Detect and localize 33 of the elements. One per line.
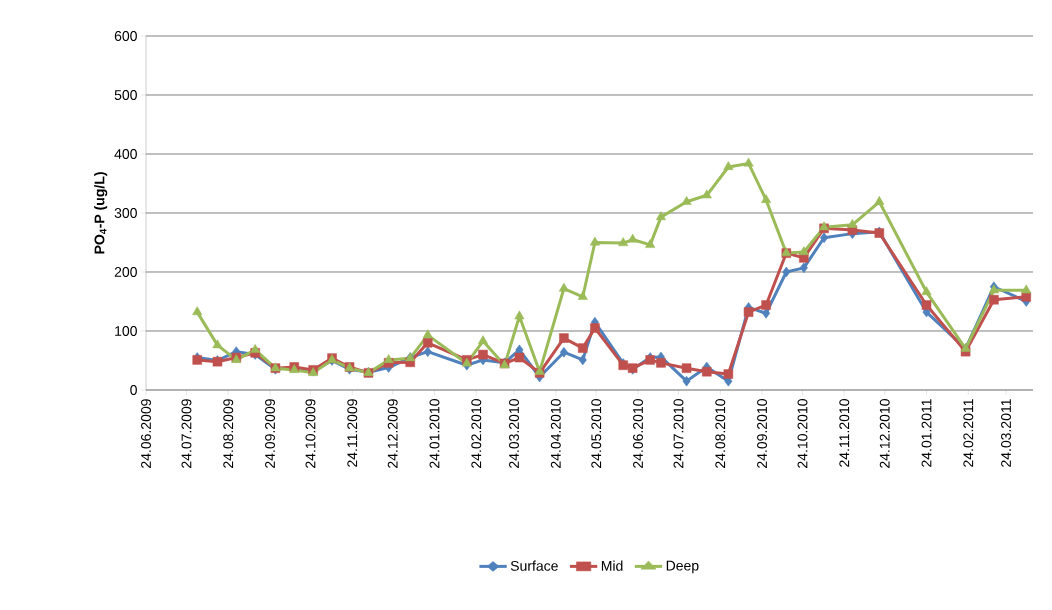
x-tick-label: 24.04.2010 bbox=[550, 399, 561, 468]
x-tick-label: 24.07.2010 bbox=[673, 399, 684, 468]
x-tick-label: 24.10.2010 bbox=[797, 399, 808, 468]
x-tick-label: 24.10.2009 bbox=[305, 399, 316, 468]
x-tick-label: 24.07.2009 bbox=[181, 399, 192, 468]
y-tick-label: 500 bbox=[114, 90, 137, 100]
y-tick-label: 300 bbox=[114, 208, 137, 218]
y-tick-label: 400 bbox=[114, 149, 137, 159]
x-tick-label: 24.11.2010 bbox=[839, 399, 850, 467]
legend-label: Mid bbox=[601, 560, 623, 571]
x-tick-label: 24.05.2010 bbox=[591, 399, 602, 468]
x-tick-label: 24.03.2010 bbox=[509, 399, 519, 468]
x-tick-label: 24.08.2009 bbox=[223, 399, 234, 468]
x-tick-label: 24.12.2010 bbox=[879, 399, 890, 468]
x-tick-label: 24.08.2010 bbox=[715, 399, 726, 468]
x-tick-label: 24.01.2010 bbox=[429, 399, 440, 468]
x-tick-label: 24.01.2011 bbox=[921, 399, 932, 467]
x-tick-label: 24.02.2011 bbox=[963, 399, 974, 467]
legend-label: Deep bbox=[666, 560, 699, 574]
x-tick-label: 24.12.2009 bbox=[387, 399, 398, 468]
x-tick-label: 24.06.2009 bbox=[141, 399, 151, 468]
x-tick-label: 24.11.2009 bbox=[347, 399, 358, 467]
y-axis-title: PO$_{4}$-P (ug/L) bbox=[94, 172, 108, 254]
y-tick-label: 100 bbox=[115, 326, 137, 336]
x-tick-label: 24.09.2010 bbox=[757, 399, 768, 468]
y-tick-label: 0 bbox=[130, 385, 137, 395]
y-tick-label: 200 bbox=[114, 267, 137, 277]
x-tick-label: 24.06.2010 bbox=[633, 399, 643, 468]
x-tick-label: 24.03.2011 bbox=[1001, 399, 1011, 467]
y-tick-label: 600 bbox=[114, 31, 137, 41]
x-tick-label: 24.02.2010 bbox=[471, 399, 482, 468]
x-tick-label: 24.09.2009 bbox=[265, 399, 275, 468]
legend-label: Surface bbox=[510, 560, 558, 571]
